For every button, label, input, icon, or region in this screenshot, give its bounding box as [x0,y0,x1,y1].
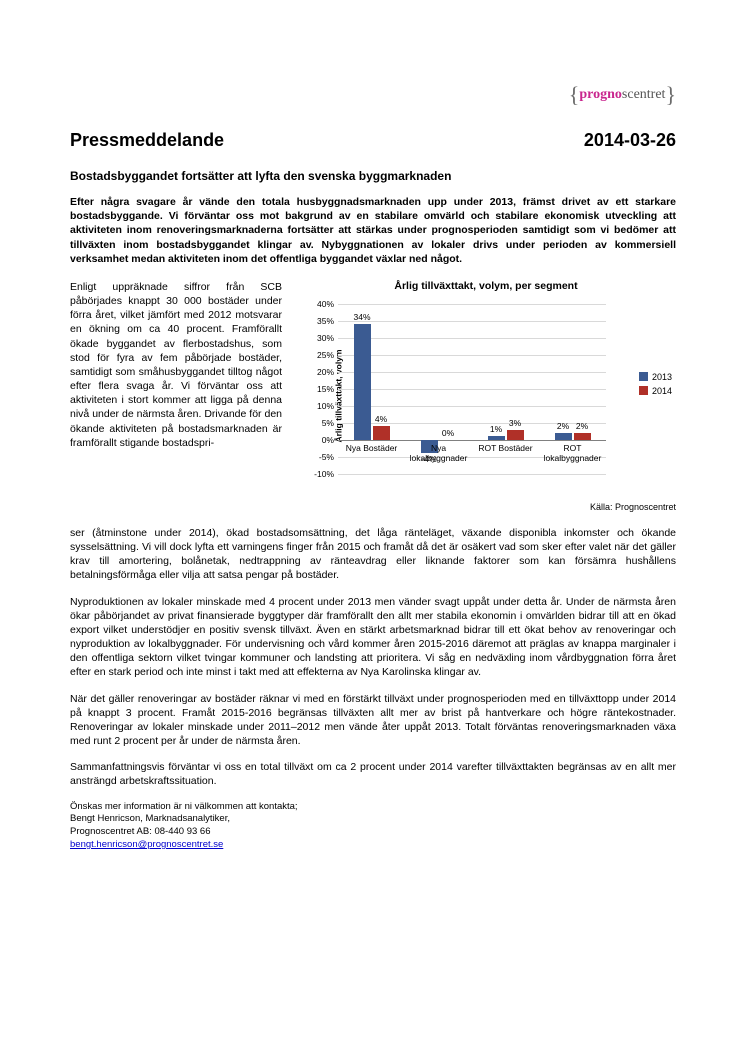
legend-item-2013: 2013 [639,372,672,382]
chart-category-label: Nya Bostäder [337,443,407,453]
chart-y-tick: 25% [310,350,334,360]
bar-chart: Årlig tillväxttakt, volym -10%-5%0%5%10%… [296,296,676,496]
chart-gridline [338,474,606,475]
subtitle: Bostadsbyggandet fortsätter att lyfta de… [70,169,676,183]
logo-text-2: o [615,87,622,102]
chart-bar-2013 [488,436,505,439]
chart-gridline [338,389,606,390]
chart-bar-2014 [574,433,591,440]
brand-logo: {prognoscentret} [569,82,676,108]
body-paragraph-4: Sammanfattningsvis förväntar vi oss en t… [70,760,676,788]
chart-bar-value-label: 3% [500,418,530,428]
contact-block: Önskas mer information är ni välkommen a… [70,801,676,852]
chart-bar-value-label: 0% [433,428,463,438]
chart-gridline [338,355,606,356]
contact-line: Önskas mer information är ni välkommen a… [70,801,676,814]
contact-line: Prognoscentret AB: 08-440 93 66 [70,826,676,839]
page-title: Pressmeddelande [70,130,224,151]
chart-category-label: ROT Bostäder [471,443,541,453]
chart-zero-axis [338,440,606,441]
chart-gridline [338,406,606,407]
body-paragraph-3: När det gäller renoveringar av bostäder … [70,692,676,749]
intro-paragraph: Efter några svagare år vände den totala … [70,195,676,266]
chart-title: Årlig tillväxttakt, volym, per segment [296,280,676,292]
legend-label: 2013 [652,372,672,382]
chart-y-tick: 35% [310,316,334,326]
logo-text-1: progn [579,87,615,102]
chart-category-label: ROT lokalbyggnader [538,443,608,463]
chart-y-tick: 0% [310,435,334,445]
chart-y-tick: 15% [310,384,334,394]
chart-bar-2014 [507,430,524,440]
contact-line: Bengt Henricson, Marknadsanalytiker, [70,813,676,826]
chart-y-tick: 40% [310,299,334,309]
header: Pressmeddelande 2014-03-26 [70,130,676,151]
chart-gridline [338,321,606,322]
legend-item-2014: 2014 [639,386,672,396]
contact-email-link[interactable]: bengt.henricson@prognoscentret.se [70,839,223,850]
chart-bar-value-label: 2% [567,421,597,431]
chart-y-tick: 30% [310,333,334,343]
chart-gridline [338,338,606,339]
document-date: 2014-03-26 [584,130,676,151]
chart-bar-2013 [555,433,572,440]
body-paragraph-2: Nyproduktionen av lokaler minskade med 4… [70,595,676,680]
legend-label: 2014 [652,386,672,396]
chart-plot-area: -10%-5%0%5%10%15%20%25%30%35%40%34%4%Nya… [338,304,606,474]
chart-y-tick: 5% [310,418,334,428]
chart-bar-value-label: 4% [366,414,396,424]
chart-y-tick: -5% [310,452,334,462]
chart-y-tick: 20% [310,367,334,377]
page: {prognoscentret} Pressmeddelande 2014-03… [0,0,746,1056]
chart-bar-value-label: 34% [347,312,377,322]
chart-bar-2014 [373,426,390,440]
chart-container: Årlig tillväxttakt, volym, per segment Å… [296,280,676,512]
chart-y-tick: 10% [310,401,334,411]
chart-y-tick: -10% [310,469,334,479]
chart-gridline [338,304,606,305]
legend-swatch-2014 [639,386,648,395]
legend-swatch-2013 [639,372,648,381]
logo-text-3: scentret [622,87,666,102]
body-paragraph-1b: ser (åtminstone under 2014), ökad bostad… [70,526,676,583]
chart-gridline [338,372,606,373]
chart-source: Källa: Prognoscentret [296,502,676,512]
chart-category-label: Nya lokalbyggnader [404,443,474,463]
text-chart-wrap: Årlig tillväxttakt, volym, per segment Å… [70,280,676,516]
chart-legend: 2013 2014 [639,372,672,400]
